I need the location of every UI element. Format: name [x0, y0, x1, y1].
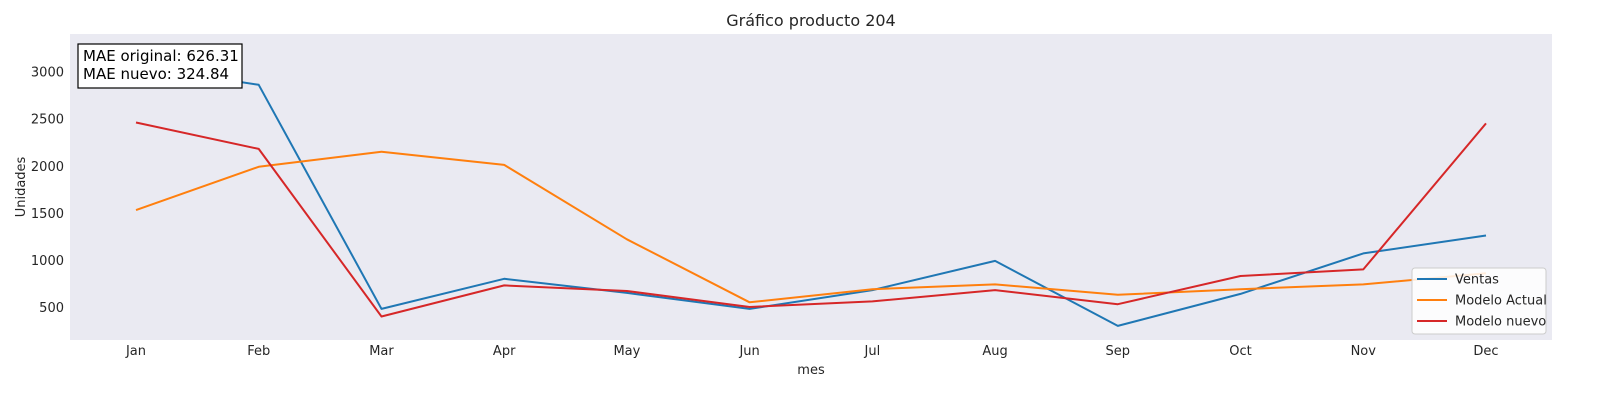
legend-frame: [1411, 267, 1547, 335]
x-axis-ticks: Jan Feb Mar Apr May Jun Jul Aug Sep Oct Nov Dec: [125, 344, 1499, 359]
legend-label: Modelo nuevo: [1455, 315, 1546, 330]
x-tick-label: May: [613, 344, 640, 359]
y-tick-label: 3000: [31, 66, 64, 81]
legend-label: Modelo Actual: [1455, 294, 1547, 309]
x-tick-label: Jan: [125, 344, 146, 359]
chart-title: Gráfico producto 204: [726, 11, 895, 30]
x-tick-label: Nov: [1351, 344, 1377, 359]
legend-label: Ventas: [1455, 273, 1499, 288]
legend: Ventas Modelo Actual Modelo nuevo: [1411, 267, 1547, 335]
y-tick-label: 2000: [31, 160, 64, 175]
annotation-line-mae-nuevo: MAE nuevo: 324.84: [83, 65, 229, 83]
annotation-line-mae-original: MAE original: 626.31: [83, 47, 239, 65]
x-tick-label: Aug: [982, 344, 1007, 359]
annotation-border: [77, 43, 243, 89]
x-tick-label: Jun: [738, 344, 759, 359]
y-axis-ticks: 500 1000 1500 2000 2500 3000: [31, 66, 64, 316]
x-tick-label: Dec: [1473, 344, 1498, 359]
y-tick-label: 2500: [31, 113, 64, 128]
x-tick-label: Feb: [247, 344, 270, 359]
x-tick-label: Sep: [1106, 344, 1131, 359]
mae-annotation-box: MAE original: 626.31 MAE nuevo: 324.84: [77, 43, 243, 89]
y-axis-label: Unidades: [14, 156, 29, 217]
y-tick-label: 1000: [31, 254, 64, 269]
series-line-ventas: [135, 65, 1487, 327]
x-axis-label: mes: [797, 363, 825, 378]
series-layer: [135, 65, 1487, 327]
series-line-modelo-actual: [135, 150, 1487, 304]
x-tick-label: Oct: [1229, 344, 1251, 359]
x-tick-label: Jul: [864, 344, 881, 359]
series-line-modelo-nuevo: [135, 121, 1487, 318]
x-tick-label: Mar: [369, 344, 394, 359]
y-tick-label: 1500: [31, 207, 64, 222]
x-tick-label: Apr: [493, 344, 516, 359]
plot-area: [70, 34, 1552, 340]
y-tick-label: 500: [39, 301, 64, 316]
